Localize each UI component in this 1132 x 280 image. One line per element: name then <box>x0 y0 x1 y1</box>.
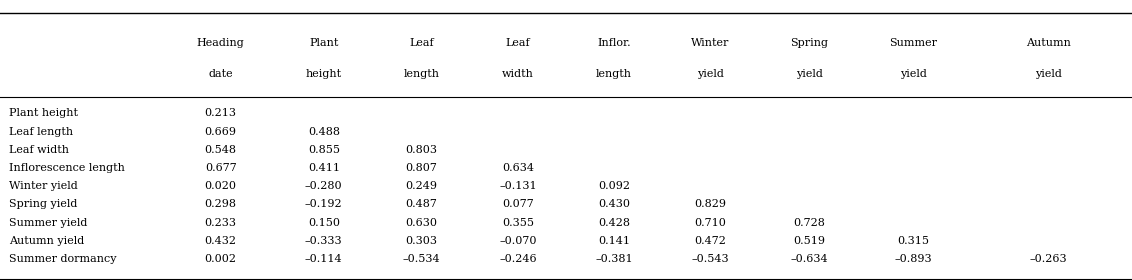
Text: 0.298: 0.298 <box>205 199 237 209</box>
Text: Inflorescence length: Inflorescence length <box>9 163 125 173</box>
Text: –0.333: –0.333 <box>305 236 343 246</box>
Text: 0.519: 0.519 <box>794 236 825 246</box>
Text: 0.303: 0.303 <box>405 236 438 246</box>
Text: 0.634: 0.634 <box>501 163 534 173</box>
Text: 0.249: 0.249 <box>405 181 438 191</box>
Text: –0.534: –0.534 <box>403 254 440 264</box>
Text: Leaf width: Leaf width <box>9 145 69 155</box>
Text: yield: yield <box>1036 69 1062 79</box>
Text: –0.893: –0.893 <box>894 254 932 264</box>
Text: –0.246: –0.246 <box>499 254 537 264</box>
Text: 0.315: 0.315 <box>897 236 929 246</box>
Text: 0.150: 0.150 <box>308 218 340 228</box>
Text: Winter yield: Winter yield <box>9 181 78 191</box>
Text: 0.430: 0.430 <box>598 199 631 209</box>
Text: yield: yield <box>697 69 723 79</box>
Text: 0.472: 0.472 <box>694 236 727 246</box>
Text: 0.233: 0.233 <box>205 218 237 228</box>
Text: Plant height: Plant height <box>9 108 78 118</box>
Text: –0.114: –0.114 <box>305 254 343 264</box>
Text: 0.829: 0.829 <box>694 199 727 209</box>
Text: 0.488: 0.488 <box>308 127 340 137</box>
Text: Spring: Spring <box>790 38 829 48</box>
Text: –0.131: –0.131 <box>499 181 537 191</box>
Text: Autumn: Autumn <box>1027 38 1071 48</box>
Text: –0.634: –0.634 <box>790 254 829 264</box>
Text: 0.710: 0.710 <box>694 218 727 228</box>
Text: 0.092: 0.092 <box>598 181 631 191</box>
Text: width: width <box>501 69 534 79</box>
Text: 0.428: 0.428 <box>598 218 631 228</box>
Text: 0.141: 0.141 <box>598 236 631 246</box>
Text: Inflor.: Inflor. <box>598 38 631 48</box>
Text: height: height <box>306 69 342 79</box>
Text: length: length <box>404 69 439 79</box>
Text: 0.077: 0.077 <box>501 199 534 209</box>
Text: –0.192: –0.192 <box>305 199 343 209</box>
Text: –0.381: –0.381 <box>595 254 633 264</box>
Text: 0.002: 0.002 <box>205 254 237 264</box>
Text: 0.213: 0.213 <box>205 108 237 118</box>
Text: yield: yield <box>900 69 926 79</box>
Text: 0.548: 0.548 <box>205 145 237 155</box>
Text: 0.669: 0.669 <box>205 127 237 137</box>
Text: Leaf: Leaf <box>410 38 434 48</box>
Text: 0.630: 0.630 <box>405 218 438 228</box>
Text: Summer dormancy: Summer dormancy <box>9 254 117 264</box>
Text: –0.543: –0.543 <box>692 254 729 264</box>
Text: Heading: Heading <box>197 38 245 48</box>
Text: 0.020: 0.020 <box>205 181 237 191</box>
Text: 0.487: 0.487 <box>405 199 438 209</box>
Text: Summer yield: Summer yield <box>9 218 87 228</box>
Text: Summer: Summer <box>889 38 937 48</box>
Text: 0.803: 0.803 <box>405 145 438 155</box>
Text: 0.728: 0.728 <box>794 218 825 228</box>
Text: 0.677: 0.677 <box>205 163 237 173</box>
Text: –0.070: –0.070 <box>499 236 537 246</box>
Text: Autumn yield: Autumn yield <box>9 236 84 246</box>
Text: Spring yield: Spring yield <box>9 199 77 209</box>
Text: 0.411: 0.411 <box>308 163 340 173</box>
Text: Leaf length: Leaf length <box>9 127 74 137</box>
Text: length: length <box>597 69 632 79</box>
Text: yield: yield <box>796 69 823 79</box>
Text: –0.263: –0.263 <box>1030 254 1067 264</box>
Text: Leaf: Leaf <box>506 38 530 48</box>
Text: –0.280: –0.280 <box>305 181 343 191</box>
Text: 0.432: 0.432 <box>205 236 237 246</box>
Text: Plant: Plant <box>309 38 338 48</box>
Text: date: date <box>208 69 233 79</box>
Text: Winter: Winter <box>692 38 729 48</box>
Text: 0.355: 0.355 <box>501 218 534 228</box>
Text: 0.807: 0.807 <box>405 163 438 173</box>
Text: 0.855: 0.855 <box>308 145 340 155</box>
